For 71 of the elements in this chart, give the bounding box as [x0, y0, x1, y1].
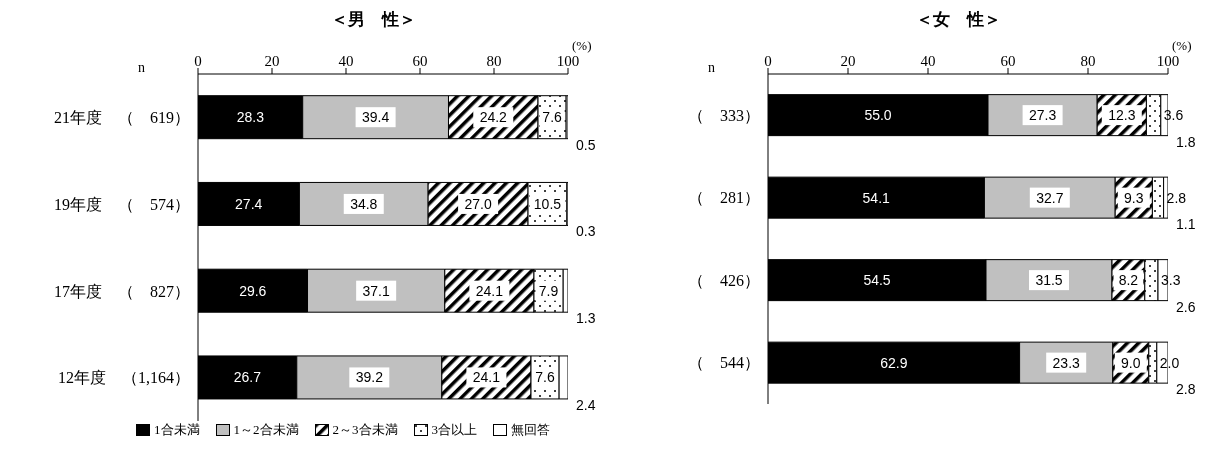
data-label: 8.2 [1118, 272, 1139, 289]
data-label: 2.8 [1176, 381, 1196, 398]
y-tick-label: 17年度 （ 827） [54, 282, 190, 300]
x-axis-title: (%) [572, 38, 592, 54]
text: n [708, 60, 715, 76]
legend-label: 2～3合未満 [331, 421, 398, 439]
y-tick-label: 12年度 （1,164） [58, 369, 190, 387]
data-label: 37.1 [362, 282, 390, 299]
data-label: 1.8 [1176, 133, 1196, 150]
data-label: 24.2 [479, 109, 508, 126]
data-label: 34.8 [350, 195, 378, 212]
x-tick-label: 40 [920, 53, 936, 69]
data-label: 12.3 [1108, 107, 1136, 124]
legend-label: 無回答 [510, 421, 550, 439]
data-label: 27.0 [464, 195, 492, 212]
data-label: 27.4 [235, 195, 263, 212]
y-tick-label: （ 333） [688, 106, 760, 124]
data-label: 39.4 [361, 109, 390, 126]
data-label: 2.6 [1176, 298, 1196, 315]
data-label: 7.6 [542, 109, 563, 126]
data-label: 24.1 [475, 282, 504, 299]
data-label: 9.3 [1124, 189, 1144, 206]
data-label: 28.3 [236, 109, 265, 126]
chart-title: ＜男 性＞ [329, 9, 417, 31]
x-tick-label: 0 [194, 53, 202, 69]
data-label: 24.1 [472, 369, 501, 386]
data-label: 32.7 [1036, 189, 1064, 206]
data-label: 23.3 [1052, 354, 1081, 371]
x-tick-label: 80 [1080, 53, 1096, 69]
x-tick-label: 60 [412, 53, 428, 69]
x-tick-label: 40 [338, 53, 354, 69]
data-label: 7.6 [535, 369, 555, 386]
x-tick-label: 100 [556, 53, 580, 69]
y-tick-label: 19年度 （ 574） [54, 195, 190, 213]
data-label: 1.3 [576, 310, 596, 327]
x-tick-label: 100 [1156, 53, 1180, 69]
y-tick-label: 21年度 （ 619） [54, 109, 190, 127]
data-label: 2.4 [576, 396, 596, 413]
data-label: 10.5 [533, 195, 562, 212]
x-axis-title: (%) [1172, 38, 1192, 54]
data-label: 3.3 [1161, 272, 1181, 289]
y-tick-label: （ 544） [688, 354, 760, 372]
data-label: 2.8 [1166, 189, 1187, 206]
text: n [138, 60, 145, 76]
data-label: 0.3 [576, 223, 596, 240]
data-label: 9.0 [1121, 354, 1141, 371]
y-tick-label: （ 281） [688, 189, 760, 207]
data-label: 29.6 [239, 282, 267, 299]
data-label: 54.1 [862, 189, 891, 206]
data-label: 1.1 [1176, 216, 1196, 233]
data-label: 54.5 [863, 272, 891, 289]
data-label: 3.6 [1163, 107, 1184, 124]
x-tick-label: 80 [486, 53, 502, 69]
data-label: 26.7 [233, 369, 262, 386]
data-label: 55.0 [864, 107, 892, 124]
data-label: 2.0 [1159, 354, 1180, 371]
x-tick-label: 60 [1000, 53, 1016, 69]
x-tick-label: 20 [840, 53, 856, 69]
x-tick-label: 20 [264, 53, 280, 69]
chart-title: ＜女 性＞ [914, 9, 1002, 31]
legend-label: 1合未満 [153, 421, 200, 439]
data-label: 7.9 [538, 282, 559, 299]
legend-label: 1～2合未満 [232, 421, 299, 439]
legend-label: 3合以上 [430, 421, 477, 439]
x-tick-label: 0 [764, 53, 772, 69]
data-label: 27.3 [1028, 107, 1057, 124]
data-label: 62.9 [880, 354, 908, 371]
y-tick-label: （ 426） [688, 271, 760, 289]
data-label: 31.5 [1035, 272, 1063, 289]
data-label: 39.2 [355, 369, 384, 386]
data-label: 0.5 [576, 136, 596, 153]
